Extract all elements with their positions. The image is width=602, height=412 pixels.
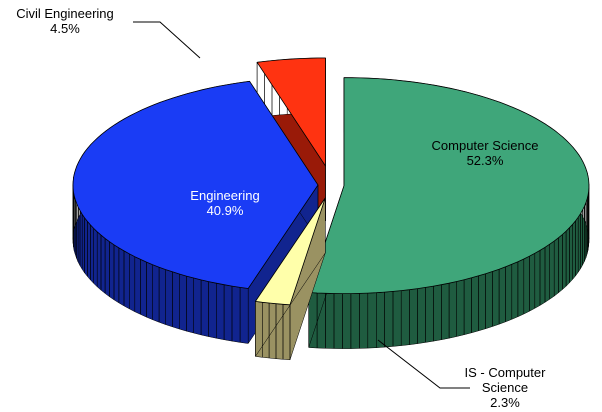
slice xyxy=(256,57,326,167)
category-label: Computer Science xyxy=(431,138,539,153)
slice xyxy=(308,77,590,294)
slice-label: Computer Science 52.3% xyxy=(400,138,570,168)
slice xyxy=(255,197,326,306)
category-label: Engineering xyxy=(190,188,260,203)
slices xyxy=(72,57,590,361)
category-label: Civil Engineering xyxy=(16,6,114,21)
leader-line xyxy=(377,339,470,389)
value-label: 40.9% xyxy=(206,203,244,218)
slice-label: Engineering 40.9% xyxy=(150,188,300,218)
value-label: 4.5% xyxy=(50,21,80,36)
slice xyxy=(72,80,319,289)
value-label: 2.3% xyxy=(490,395,520,410)
category-label: IS - Computer Science xyxy=(464,365,546,395)
slice-label: IS - Computer Science 2.3% xyxy=(455,365,555,410)
leader-line xyxy=(133,21,201,59)
slice-label: Civil Engineering 4.5% xyxy=(0,6,130,36)
value-label: 52.3% xyxy=(466,153,504,168)
